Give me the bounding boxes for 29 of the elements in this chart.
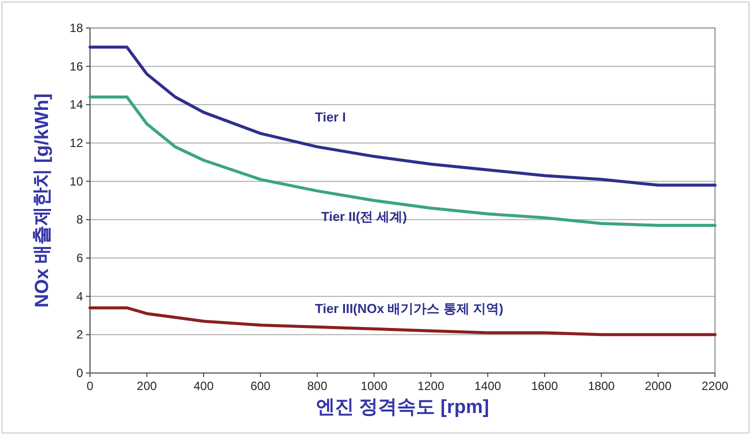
x-axis-title: 엔진 정격속도 [rpm] <box>316 397 490 418</box>
x-tick-label: 1600 <box>531 379 558 393</box>
y-tick-label: 10 <box>70 174 84 188</box>
y-tick-label: 6 <box>76 251 84 265</box>
y-tick-label: 8 <box>76 212 84 227</box>
x-tick-label: 1400 <box>474 379 502 393</box>
y-tick-label: 14 <box>70 98 84 112</box>
series-label: Tier III(NOx 배기가스 통제 지역) <box>315 301 504 316</box>
y-axis-title: NOx 배출제한치 [g/kWh] <box>32 93 53 308</box>
x-tick-label: 200 <box>136 379 158 393</box>
x-tick-label: 1200 <box>418 379 445 393</box>
y-tick-label: 16 <box>70 59 84 74</box>
y-tick-label: 4 <box>76 289 84 304</box>
x-tick-label: 0 <box>86 379 94 393</box>
y-tick-label: 0 <box>76 366 84 380</box>
series-label: Tier II(전 세계) <box>321 208 407 224</box>
y-tick-label: 12 <box>70 136 84 150</box>
x-tick-label: 400 <box>194 379 214 393</box>
y-tick-label: 18 <box>70 21 84 35</box>
series-label: Tier I <box>315 109 346 124</box>
x-tick-label: 2000 <box>644 379 672 393</box>
x-tick-label: 1800 <box>588 379 616 393</box>
x-tick-label: 2200 <box>702 379 729 393</box>
x-tick-label: 600 <box>250 379 271 393</box>
line-series <box>88 96 716 227</box>
line-series <box>88 46 716 187</box>
x-tick-label: 1000 <box>360 379 388 393</box>
x-tick-label: 800 <box>307 379 328 393</box>
y-tick-label: 2 <box>76 328 84 342</box>
